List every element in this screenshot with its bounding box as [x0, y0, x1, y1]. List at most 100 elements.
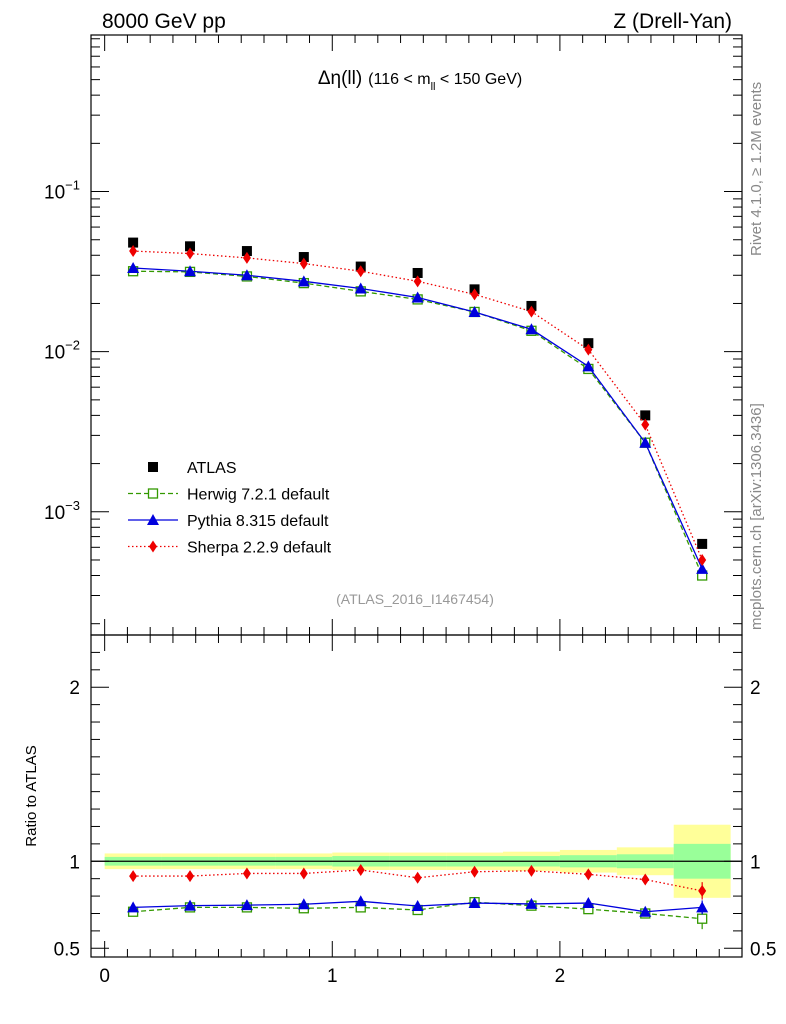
pythia-point	[582, 360, 595, 372]
sherpa-point	[356, 265, 365, 278]
pythia-ratio-point	[696, 901, 709, 913]
sherpa-ratio-point	[299, 867, 308, 880]
herwig-line	[133, 270, 703, 576]
pythia-point	[127, 262, 140, 274]
sherpa-ratio-point	[413, 871, 422, 884]
main-series-layer	[127, 237, 709, 581]
pythia-ratio-point	[582, 897, 595, 909]
ratio-y-tick-label: 0.5	[54, 939, 80, 960]
title-sub: ll	[431, 81, 436, 93]
atlas-point	[640, 410, 651, 421]
x-tick-label: 2	[555, 966, 566, 987]
ratio-y-tick-label: 2	[69, 678, 80, 699]
legend: ATLAS Herwig 7.2.1 default Pythia 8.315 de…	[128, 460, 332, 557]
atlas-point	[697, 538, 708, 549]
ratio-y-tick-label: 1	[69, 852, 80, 873]
pythia-ratio-point	[240, 899, 253, 911]
pythia-point	[468, 305, 481, 317]
title-range-a: (116 < m	[368, 71, 430, 88]
ratio-y-tick-label-right: 0.5	[750, 939, 776, 960]
sherpa-point	[698, 553, 707, 566]
pythia-point	[696, 562, 709, 574]
legend-marker-pythia	[147, 514, 159, 525]
y-tick-exp: −1	[65, 178, 80, 193]
pythia-point	[411, 291, 424, 303]
x-axis: 0 1 2	[99, 35, 743, 987]
title-range-b: < 150 GeV)	[435, 71, 522, 88]
pythia-point	[639, 436, 652, 448]
pythia-point	[240, 269, 253, 281]
ratio-y-tick-label-right: 1	[750, 852, 761, 873]
pythia-ratio-point	[525, 897, 538, 909]
ratio-series-layer	[127, 863, 709, 930]
pythia-ratio-point	[184, 899, 197, 911]
atlas-point	[128, 237, 139, 248]
sherpa-point	[186, 247, 195, 260]
atlas-point	[185, 241, 196, 252]
mcplots-label: mcplots.cern.ch [arXiv:1306.3436]	[748, 403, 765, 630]
y-tick-base: 10	[44, 183, 65, 204]
legend-label-atlas: ATLAS	[187, 460, 237, 477]
y-tick-label: 10−1	[44, 178, 80, 204]
herwig-ratio-point	[697, 913, 708, 924]
sherpa-point	[470, 288, 479, 301]
legend-marker-sherpa	[149, 540, 157, 553]
chart-title: Δη(ll) (116 < mll < 150 GeV)	[318, 68, 522, 93]
header-right: Z (Drell-Yan)	[613, 10, 732, 33]
sherpa-point	[584, 343, 593, 356]
sherpa-ratio-point	[641, 873, 650, 886]
legend-label-herwig: Herwig 7.2.1 default	[187, 487, 330, 504]
y-tick-label: 10−2	[44, 338, 80, 364]
sherpa-ratio-point	[584, 868, 593, 881]
ratio-bands-layer	[91, 824, 742, 898]
sherpa-ratio-point	[129, 870, 138, 883]
pythia-ratio-point	[354, 895, 367, 907]
sherpa-ratio-point	[527, 864, 536, 877]
sherpa-ratio-point	[186, 870, 195, 883]
ratio-y-tick-label-right: 2	[750, 678, 761, 699]
ratio-axes-layer: 0.5 0.5 1 1 2 2	[54, 651, 776, 960]
legend-label-sherpa: Sherpa 2.2.9 default	[187, 540, 332, 557]
ratio-panel: 0.5 0.5 1 1 2 2 Ratio to ATLAS	[23, 634, 776, 960]
pythia-point	[525, 323, 538, 335]
y-tick-base: 10	[44, 503, 65, 524]
pythia-point	[297, 275, 310, 287]
sherpa-ratio-point	[470, 865, 479, 878]
ratio-ylabel: Ratio to ATLAS	[23, 745, 40, 846]
title-delta: Δη(ll)	[318, 68, 362, 89]
ratio-frame	[90, 634, 743, 958]
pythia-point	[354, 282, 367, 294]
pythia-ratio-point	[297, 898, 310, 910]
pythia-ratio-point	[468, 897, 481, 909]
atlas-point	[298, 252, 309, 263]
main-panel: 10−110−210−3 Δη(ll) (116 < mll < 150 GeV)…	[44, 34, 743, 636]
main-axes-layer: 10−110−210−3	[44, 38, 742, 625]
y-tick-label: 10−3	[44, 498, 80, 524]
y-tick-base: 10	[44, 343, 65, 364]
atlas-point	[241, 246, 252, 257]
x-tick-label: 0	[99, 966, 110, 987]
sherpa-point	[299, 257, 308, 270]
sherpa-ratio-point	[356, 863, 365, 876]
sherpa-point	[129, 245, 138, 258]
sherpa-point	[641, 418, 650, 431]
sherpa-point	[527, 305, 536, 318]
header-left: 8000 GeV pp	[102, 10, 226, 33]
rivet-label: Rivet 4.1.0, ≥ 1.2M events	[748, 82, 765, 256]
y-tick-exp: −3	[65, 498, 80, 513]
watermark: (ATLAS_2016_I1467454)	[336, 591, 494, 607]
pythia-ratio-point	[639, 905, 652, 917]
atlas-point	[412, 267, 423, 278]
y-tick-exp: −2	[65, 338, 80, 353]
pythia-ratio-point	[127, 901, 140, 913]
legend-marker-herwig	[147, 488, 159, 499]
sherpa-ratio-point	[698, 884, 707, 897]
sherpa-line	[133, 250, 703, 561]
sherpa-point	[242, 251, 251, 264]
pythia-ratio-point	[411, 900, 424, 912]
sherpa-ratio-point	[242, 867, 251, 880]
pythia-point	[184, 265, 197, 277]
atlas-point	[583, 338, 594, 349]
sherpa-point	[413, 275, 422, 288]
